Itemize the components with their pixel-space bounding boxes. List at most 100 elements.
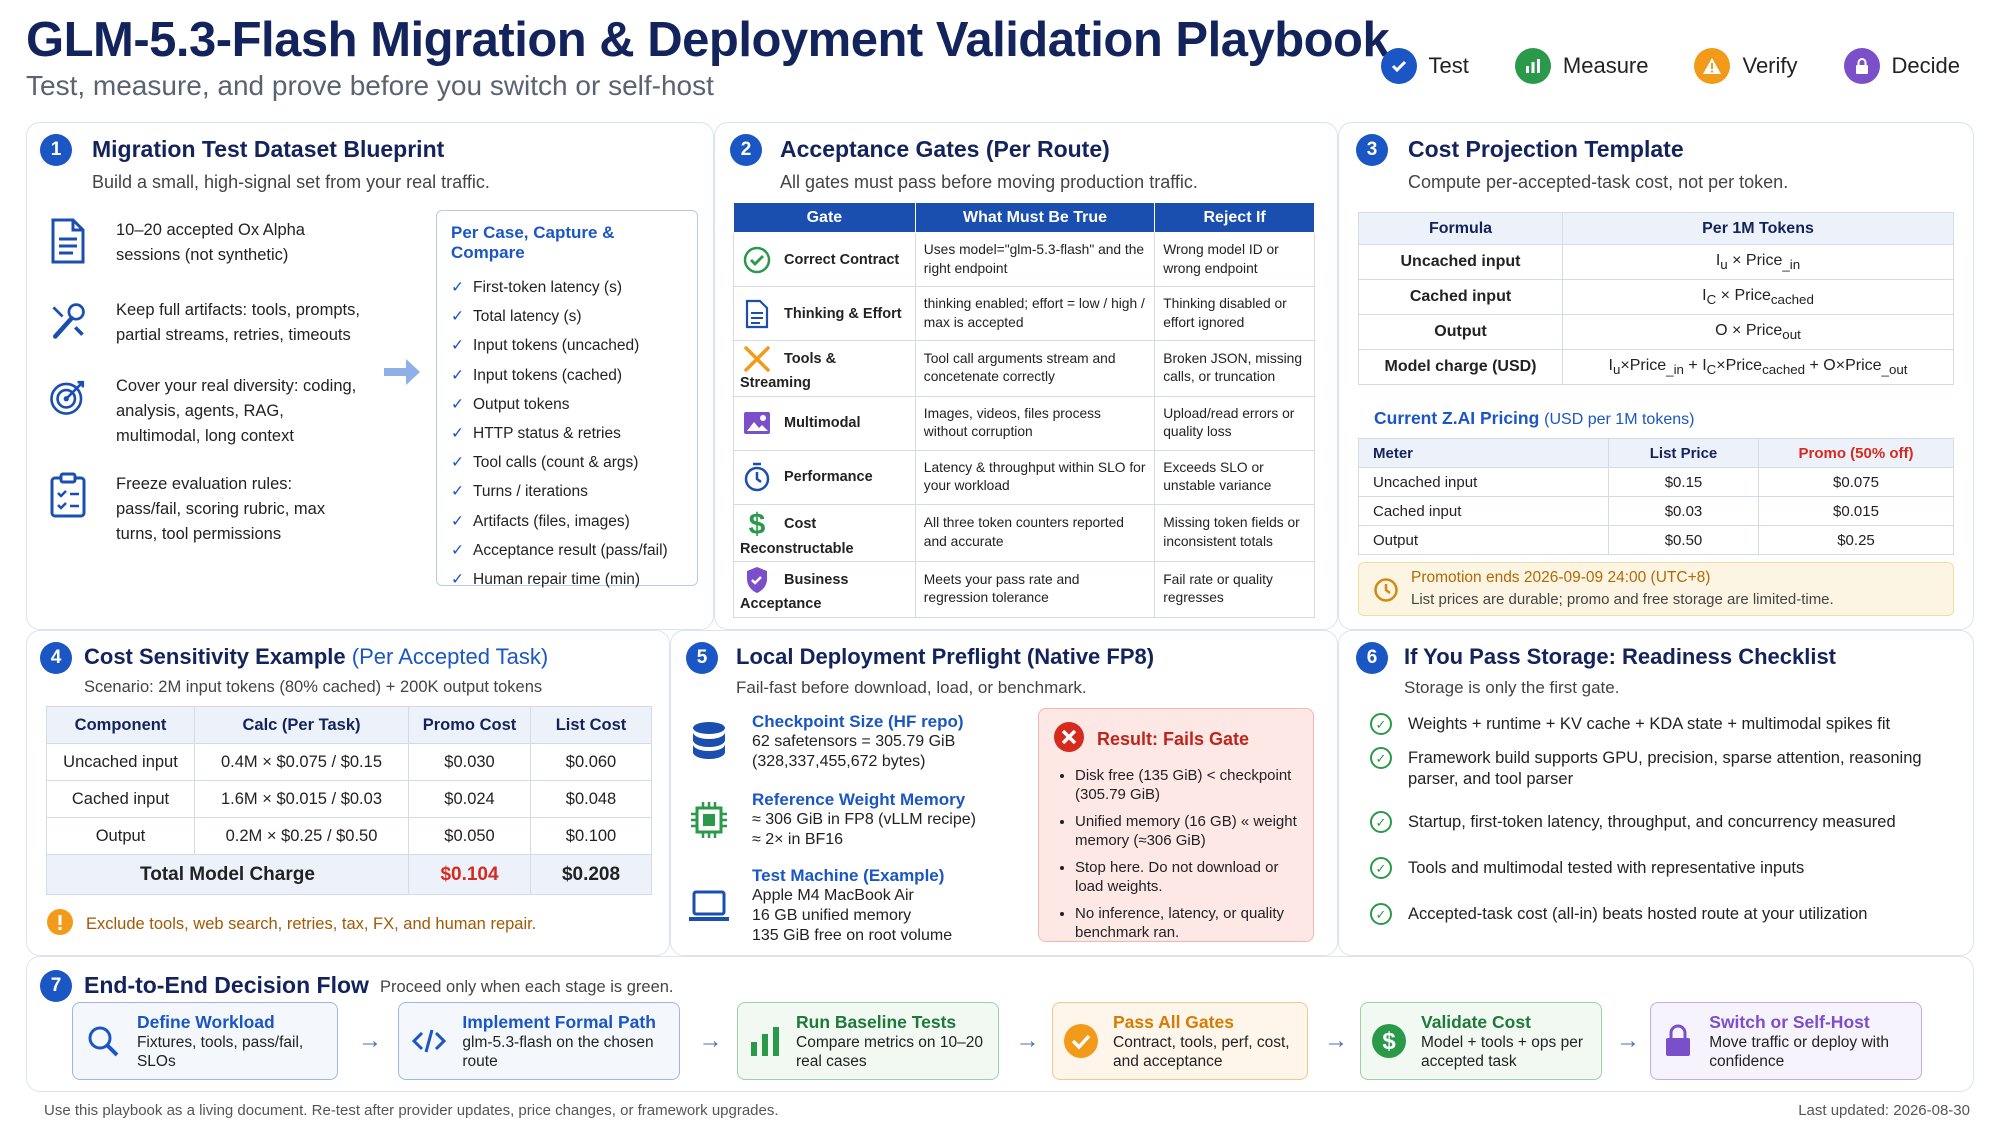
section-number: 5 (686, 642, 718, 674)
cost-cell: 0.4M × $0.075 / $0.15 (194, 743, 409, 781)
column-header: List Price (1608, 438, 1759, 468)
clock-icon (1373, 577, 1399, 608)
list-price: $0.15 (1608, 467, 1759, 497)
section-2-title: Acceptance Gates (Per Route) (780, 136, 1110, 162)
preflight-line: ≈ 2× in BF16 (752, 831, 844, 848)
formula-label: Output (1358, 314, 1563, 350)
preflight-title: Test Machine (Example) (752, 866, 945, 885)
gate-condition: thinking enabled; effort = low / high / … (914, 286, 1156, 341)
preflight-line: 16 GB unified memory (752, 907, 912, 924)
blueprint-text: Freeze evaluation rules: pass/fail, scor… (116, 475, 326, 543)
meter: Cached input (1358, 496, 1609, 526)
arrow-right-icon: → (698, 1027, 723, 1054)
promo-price: $0.25 (1758, 525, 1954, 555)
cost-cell: $0.050 (408, 817, 531, 855)
gate-name: $ Cost Reconstructable (733, 503, 916, 562)
fail-list: Disk free (135 GiB) < checkpoint (305.79… (1075, 766, 1299, 942)
shield-icon (740, 565, 774, 595)
arrow-right-icon: → (1015, 1027, 1040, 1054)
legend-test: Test (1380, 48, 1469, 84)
arrow-right-icon: → (1324, 1027, 1348, 1054)
section-5-subtitle: Fail-fast before download, load, or benc… (736, 678, 1087, 697)
gate-condition: All three token counters reported and ac… (914, 503, 1156, 562)
gate-row: Performance Latency & throughput within … (733, 449, 1315, 505)
capture-checklist: Per Case, Capture & Compare First-token … (436, 210, 698, 588)
stopwatch-icon (740, 462, 774, 492)
preflight-item: Checkpoint Size (HF repo) 62 safetensors … (688, 712, 964, 772)
column-header: Meter (1358, 438, 1609, 468)
cost-row: Uncached input 0.4M × $0.075 / $0.15 $0.03… (46, 743, 652, 781)
column-header: Component (46, 706, 195, 744)
section-6-subtitle: Storage is only the first gate. (1404, 678, 1620, 697)
gate-reject: Thinking disabled or effort ignored (1154, 286, 1315, 341)
check-icon: ✓ (1370, 903, 1392, 925)
legend-measure: Measure (1514, 48, 1648, 84)
flow-step-desc: glm-5.3-flash on the chosen route (462, 1033, 654, 1070)
column-header: Reject If (1154, 202, 1315, 233)
flow-step: $ Validate Cost Model + tools + ops per ac… (1360, 1002, 1602, 1080)
laptop-icon (688, 866, 730, 946)
footer-updated: Last updated: 2026-08-30 (1798, 1102, 1970, 1119)
column-header: Per 1M Tokens (1562, 212, 1954, 245)
cost-cell: $0.060 (530, 743, 652, 781)
meter: Uncached input (1358, 467, 1609, 497)
cost-row: Cached input 1.6M × $0.015 / $0.03 $0.024 $… (46, 780, 652, 818)
section-3-subtitle: Compute per-accepted-task cost, not per … (1408, 172, 1789, 192)
total-row: Total Model Charge $0.104 $0.208 (46, 854, 652, 895)
section-7-subtitle: Proceed only when each stage is green. (380, 978, 674, 996)
gate-condition: Latency & throughput within SLO for your… (914, 449, 1156, 505)
total-label: Total Model Charge (46, 854, 409, 895)
gate-reject: Fail rate or quality regresses (1154, 561, 1315, 618)
gate-condition: Uses model="glm-5.3-flash" and the right… (914, 232, 1156, 287)
section-6-card (1338, 630, 1974, 956)
promo-line: List prices are durable; promo and free … (1411, 591, 1834, 608)
cost-cell: Output (46, 817, 195, 855)
column-header: Promo Cost (408, 706, 531, 744)
column-header: Gate (733, 202, 916, 233)
readiness-item: ✓ Tools and multimodal tested with repres… (1370, 857, 1950, 879)
arrow-right-icon: → (1616, 1027, 1640, 1054)
legend-label: Test (1428, 53, 1469, 78)
formula-value: IC × Pricecached (1562, 279, 1954, 315)
total-list: $0.208 (530, 854, 652, 895)
gate-row: Correct Contract Uses model="glm-5.3-fla… (733, 232, 1315, 287)
gate-reject: Broken JSON, missing calls, or truncatio… (1154, 340, 1315, 397)
flow-step: Implement Formal Path glm-5.3-flash on th… (398, 1002, 680, 1080)
cost-sensitivity-table: Component Calc (Per Task) Promo Cost List C… (46, 706, 652, 895)
section-1-title: Migration Test Dataset Blueprint (92, 136, 445, 162)
check-icon: ✓ (1370, 747, 1392, 769)
flow-step-desc: Contract, tools, perf, cost, and accepta… (1113, 1033, 1290, 1070)
acceptance-gates-table: Gate What Must Be True Reject If Correct… (733, 202, 1315, 618)
gate-row: Business Acceptance Meets your pass rate… (733, 561, 1315, 618)
column-header: What Must Be True (914, 202, 1156, 233)
formula-value: O × Priceout (1562, 314, 1954, 350)
target-icon (48, 374, 88, 420)
section-1-subtitle: Build a small, high-signal set from your… (92, 172, 490, 192)
document-icon (740, 299, 774, 329)
section-number: 6 (1356, 642, 1388, 674)
section-4-subtitle: Scenario: 2M input tokens (80% cached) +… (84, 678, 543, 696)
legend-decide: Decide (1843, 48, 1960, 84)
capture-item: HTTP status & retries (451, 419, 683, 448)
meter: Output (1358, 525, 1609, 555)
pricing-table: Meter List Price Promo (50% off) Uncached … (1358, 438, 1954, 555)
section-7-title: End-to-End Decision Flow (84, 972, 369, 998)
flow-step: Run Baseline Tests Compare metrics on 10–… (737, 1002, 999, 1080)
lock-icon (1661, 1024, 1695, 1058)
fail-gate-box: Result: Fails Gate Disk free (135 GiB) <… (1038, 708, 1314, 942)
arrow-right-icon (382, 357, 422, 392)
gate-row: $ Cost Reconstructable All three token co… (733, 503, 1315, 562)
flow-step-desc: Model + tools + ops per accepted task (1421, 1033, 1583, 1070)
section-number: 4 (40, 642, 72, 674)
readiness-text: Tools and multimodal tested with represe… (1408, 859, 1805, 877)
gate-condition: Images, videos, files process without co… (914, 395, 1156, 451)
section-number: 2 (730, 134, 762, 166)
readiness-item: ✓ Startup, first-token latency, throughpu… (1370, 811, 1950, 833)
gate-name: Business Acceptance (733, 561, 916, 618)
blueprint-text: 10–20 accepted Ox Alpha sessions (not sy… (116, 221, 305, 264)
fail-item: Disk free (135 GiB) < checkpoint (305.79… (1075, 766, 1299, 804)
pricing-row: Uncached input $0.15 $0.075 (1358, 467, 1954, 497)
gate-name: Thinking & Effort (733, 286, 916, 341)
list-price: $0.50 (1608, 525, 1759, 555)
section-number: 3 (1356, 134, 1388, 166)
